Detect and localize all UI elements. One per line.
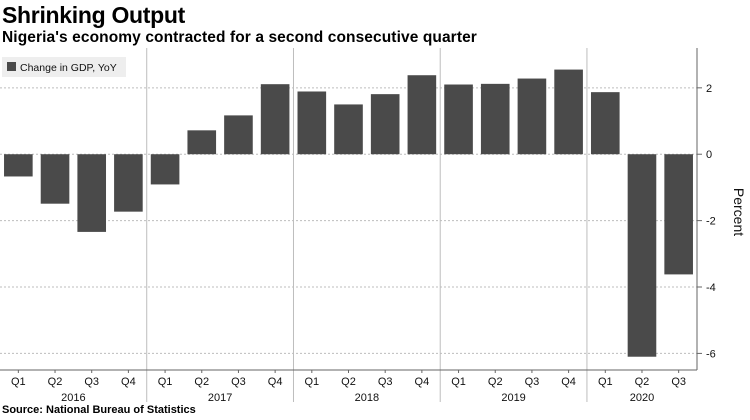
bars <box>4 69 693 357</box>
x-tick-label: Q2 <box>48 376 63 388</box>
source-note: Source: National Bureau of Statistics <box>2 404 196 416</box>
bar <box>480 83 510 155</box>
bar <box>554 69 583 155</box>
x-tick-label: Q2 <box>194 376 209 388</box>
bar <box>664 154 693 275</box>
bar <box>590 92 620 155</box>
bar <box>627 154 657 357</box>
x-tick-label: Q4 <box>121 376 136 388</box>
bar <box>334 104 363 155</box>
bar <box>187 130 217 155</box>
x-year-label: 2016 <box>61 392 85 404</box>
bar <box>260 84 290 155</box>
bar <box>150 154 180 185</box>
y-tick-label: -2 <box>706 216 716 228</box>
x-tick-label: Q3 <box>671 376 686 388</box>
x-tick-label: Q4 <box>415 376 430 388</box>
legend-swatch <box>7 62 16 71</box>
bar <box>444 84 473 155</box>
bar <box>40 154 70 204</box>
x-tick-label: Q4 <box>268 376 283 388</box>
x-year-label: 2020 <box>630 392 654 404</box>
y-tick-label: -4 <box>706 282 716 294</box>
x-tick-label: Q3 <box>525 376 540 388</box>
x-tick-label: Q3 <box>231 376 246 388</box>
y-tick-label: -6 <box>706 348 716 360</box>
bar <box>77 154 107 232</box>
legend-background <box>2 57 126 77</box>
x-tick-label: Q2 <box>488 376 503 388</box>
x-tick-label: Q2 <box>635 376 650 388</box>
x-tick-label: Q4 <box>561 376 576 388</box>
axes: 2 0 -2 -4 -6 Q1 Q2 Q3 Q4 Q1 Q2 Q3 Q4 Q1 Q2 Q3 Q4 Q1 Q2 Q3 Q4… <box>0 48 716 404</box>
x-tick-label: Q1 <box>158 376 173 388</box>
bar <box>407 75 437 155</box>
bar <box>370 94 400 155</box>
bar <box>114 154 143 212</box>
chart-title: Shrinking Output <box>2 2 186 28</box>
legend-label: Change in GDP, YoY <box>20 62 117 74</box>
y-tick-label: 0 <box>706 149 712 161</box>
x-tick-label: Q3 <box>84 376 99 388</box>
y-tick-label: 2 <box>706 83 712 95</box>
x-tick-label: Q3 <box>378 376 393 388</box>
x-year-label: 2017 <box>208 392 232 404</box>
x-tick-label: Q1 <box>598 376 613 388</box>
bar <box>4 154 33 177</box>
bar <box>297 91 327 155</box>
x-year-label: 2018 <box>355 392 379 404</box>
x-tick-label: Q1 <box>11 376 26 388</box>
x-tick-label: Q1 <box>304 376 319 388</box>
bar <box>224 115 253 155</box>
x-year-label: 2019 <box>501 392 525 404</box>
x-tick-label: Q1 <box>451 376 466 388</box>
y-axis-label: Percent <box>731 188 747 236</box>
legend: Change in GDP, YoY <box>2 57 126 77</box>
chart-subtitle: Nigeria's economy contracted for a secon… <box>2 29 477 46</box>
bar <box>517 78 547 155</box>
x-tick-label: Q2 <box>341 376 356 388</box>
